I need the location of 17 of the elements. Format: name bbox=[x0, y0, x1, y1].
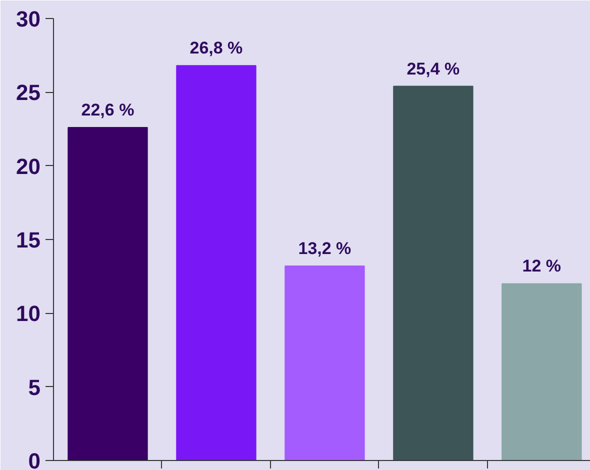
y-tick-label: 25 bbox=[16, 80, 41, 106]
bar bbox=[176, 65, 256, 460]
y-tick-label: 20 bbox=[16, 154, 41, 179]
y-tick-label: 0 bbox=[28, 448, 41, 470]
y-tick-label: 10 bbox=[16, 301, 41, 326]
data-label: 13,2 % bbox=[298, 239, 352, 258]
y-tick-label: 15 bbox=[16, 228, 41, 252]
bar bbox=[502, 283, 582, 460]
data-label: 22,6 % bbox=[81, 100, 134, 120]
y-tick-label: 5 bbox=[28, 374, 41, 400]
data-label: 12 % bbox=[522, 256, 562, 276]
bar bbox=[284, 266, 365, 460]
data-label: 25,4 % bbox=[406, 59, 460, 78]
data-label: 26,8 % bbox=[190, 38, 243, 58]
y-tick-label: 30 bbox=[16, 6, 41, 32]
bar bbox=[68, 127, 148, 460]
bar bbox=[393, 86, 474, 460]
